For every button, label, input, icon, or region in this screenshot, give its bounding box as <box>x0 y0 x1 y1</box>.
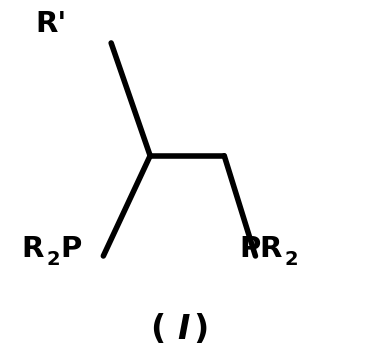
Text: P: P <box>240 235 261 263</box>
Text: 2: 2 <box>285 250 298 269</box>
Text: R': R' <box>35 10 66 38</box>
Text: I: I <box>177 313 190 346</box>
Text: (: ( <box>150 313 165 346</box>
Text: P: P <box>60 235 82 263</box>
Text: 2: 2 <box>46 250 60 269</box>
Text: ): ) <box>193 313 208 346</box>
Text: R: R <box>21 235 44 263</box>
Text: R: R <box>259 235 282 263</box>
